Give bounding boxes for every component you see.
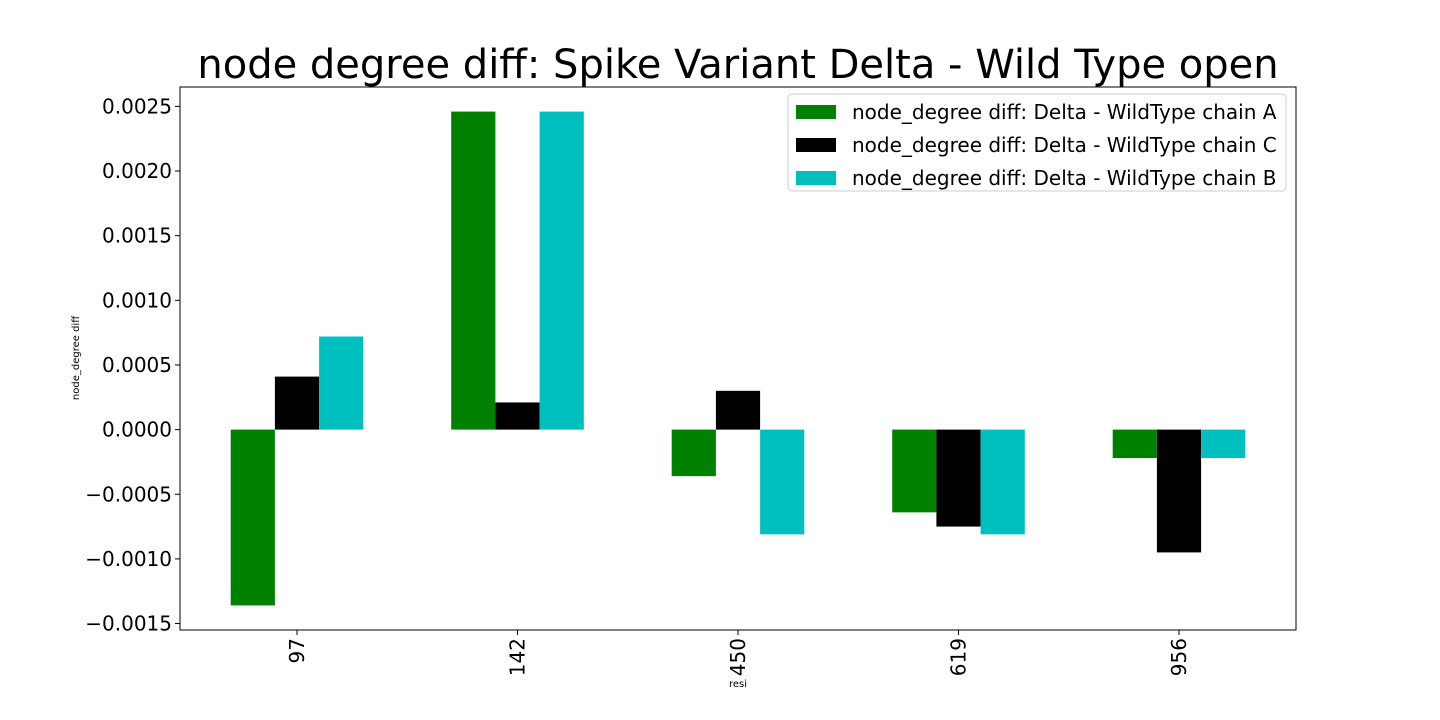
bar-1-956	[1112, 429, 1157, 459]
bar-1-97	[230, 429, 275, 606]
chart-title: node degree diff: Spike Variant Delta - …	[197, 42, 1278, 88]
legend-label: node_degree diff: Delta - WildType chain…	[852, 100, 1277, 124]
x-axis-label: resi	[729, 679, 747, 690]
legend-label: node_degree diff: Delta - WildType chain…	[852, 133, 1277, 157]
x-tick-label: 956	[1167, 638, 1191, 676]
x-axis: 97 142 450 619 956	[285, 630, 1191, 676]
y-tick-label: −0.0010	[85, 547, 172, 571]
y-tick-label: 0.0020	[102, 159, 172, 183]
y-tick-label: 0.0010	[102, 288, 172, 312]
bar-3-97	[319, 336, 364, 430]
x-tick-label: 97	[285, 638, 309, 663]
bar-3-142	[539, 111, 584, 430]
y-tick-label: 0.0015	[102, 224, 172, 248]
legend-swatch	[796, 105, 836, 119]
bar-1-142	[451, 111, 496, 430]
y-axis: 0.0025 0.0020 0.0015 0.0010 0.0005 0.0000 −0.0…	[85, 94, 180, 636]
bar-3-956	[1201, 429, 1246, 459]
legend-frame	[787, 93, 1287, 192]
y-tick-label: 0.0000	[102, 418, 172, 442]
y-tick-label: −0.0015	[85, 612, 172, 636]
y-tick-label: 0.0025	[102, 94, 172, 118]
y-tick-label: 0.0005	[102, 353, 172, 377]
x-tick-label: 450	[726, 638, 750, 676]
bar-2-142	[495, 402, 540, 430]
x-tick-label: 619	[947, 638, 971, 676]
legend: node_degree diff: Delta - WildType chain…	[787, 93, 1287, 192]
legend-swatch	[796, 171, 836, 185]
bar-1-619	[892, 429, 937, 513]
y-axis-label: node_degree diff	[71, 315, 82, 400]
bars-group	[230, 111, 1246, 606]
x-tick-label: 142	[506, 638, 530, 676]
bar-1-450	[671, 429, 716, 477]
legend-swatch	[796, 138, 836, 152]
bar-2-97	[274, 376, 320, 430]
legend-label: node_degree diff: Delta - WildType chain…	[852, 166, 1276, 190]
y-tick-label: −0.0005	[85, 482, 172, 506]
bar-3-619	[980, 429, 1025, 535]
bar-2-619	[936, 429, 981, 527]
bar-3-450	[760, 429, 805, 535]
bar-2-956	[1156, 429, 1202, 553]
bar-2-450	[715, 390, 761, 430]
